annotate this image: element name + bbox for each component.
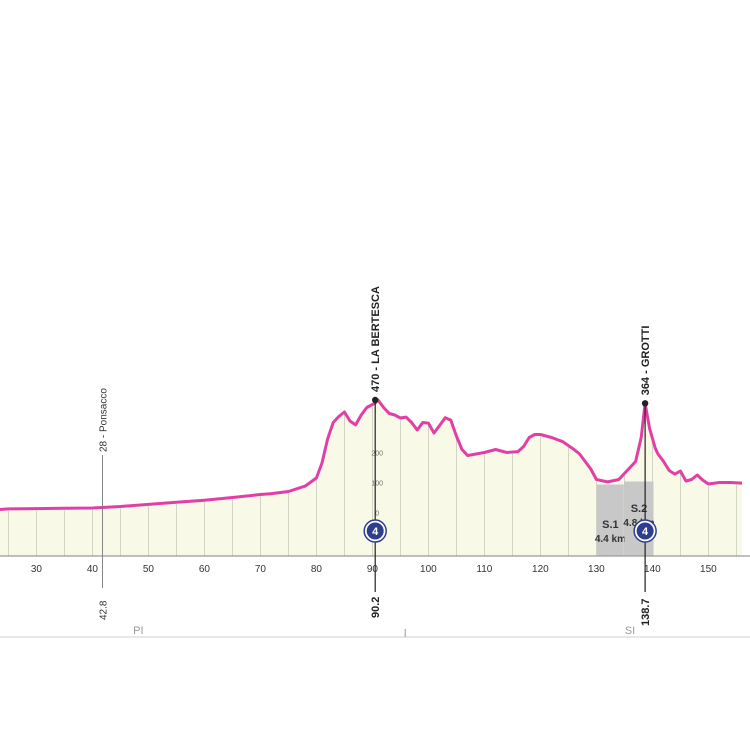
sector-id-label: S.2 <box>631 503 648 515</box>
profile-line <box>0 398 743 511</box>
x-tick-label: 70 <box>255 564 267 575</box>
x-tick-label: 120 <box>532 564 549 575</box>
x-tick-label: 40 <box>87 564 99 575</box>
climb-category-badge <box>366 522 384 540</box>
climb-category-label: 4 <box>642 526 649 538</box>
climb-km-label: 90.2 <box>370 597 382 618</box>
province-label-si: SI <box>625 625 635 637</box>
x-tick-label: 80 <box>311 564 323 575</box>
elevation-tick-label: 200 <box>371 451 383 458</box>
climb-summit-dot <box>372 396 379 404</box>
climb-category-badge <box>636 522 654 540</box>
climb-summit-dot <box>641 400 649 407</box>
x-tick-label: 150 <box>700 564 717 575</box>
climb-km-label: 138.7 <box>640 598 652 626</box>
climb-summit-label: 470 - LA BERTESCA <box>370 286 382 392</box>
x-tick-label: 100 <box>420 564 437 575</box>
sector-band-1 <box>596 484 624 556</box>
place-km-label: 42.8 <box>98 600 109 620</box>
x-tick-label: 110 <box>476 564 492 575</box>
profile-fill-area <box>0 400 742 556</box>
x-tick-label: 90 <box>367 564 379 575</box>
x-tick-label: 130 <box>588 564 605 575</box>
x-tick-label: 30 <box>31 564 43 575</box>
elevation-tick-label: 0 <box>375 511 379 518</box>
elevation-tick-label: 100 <box>371 481 383 488</box>
x-tick-label: 60 <box>199 564 211 575</box>
x-tick-label: 50 <box>143 564 155 575</box>
climb-summit-label: 364 - GROTTI <box>640 326 652 396</box>
x-tick-label: 140 <box>644 564 661 575</box>
climb-category-label: 4 <box>372 526 379 538</box>
sector-length-label: 4.4 km <box>595 534 626 545</box>
province-label-pi: PI <box>133 625 143 637</box>
place-name-label: 28 - Ponsacco <box>98 388 109 452</box>
sector-id-label: S.1 <box>602 519 619 531</box>
sector-band-2 <box>624 481 654 556</box>
